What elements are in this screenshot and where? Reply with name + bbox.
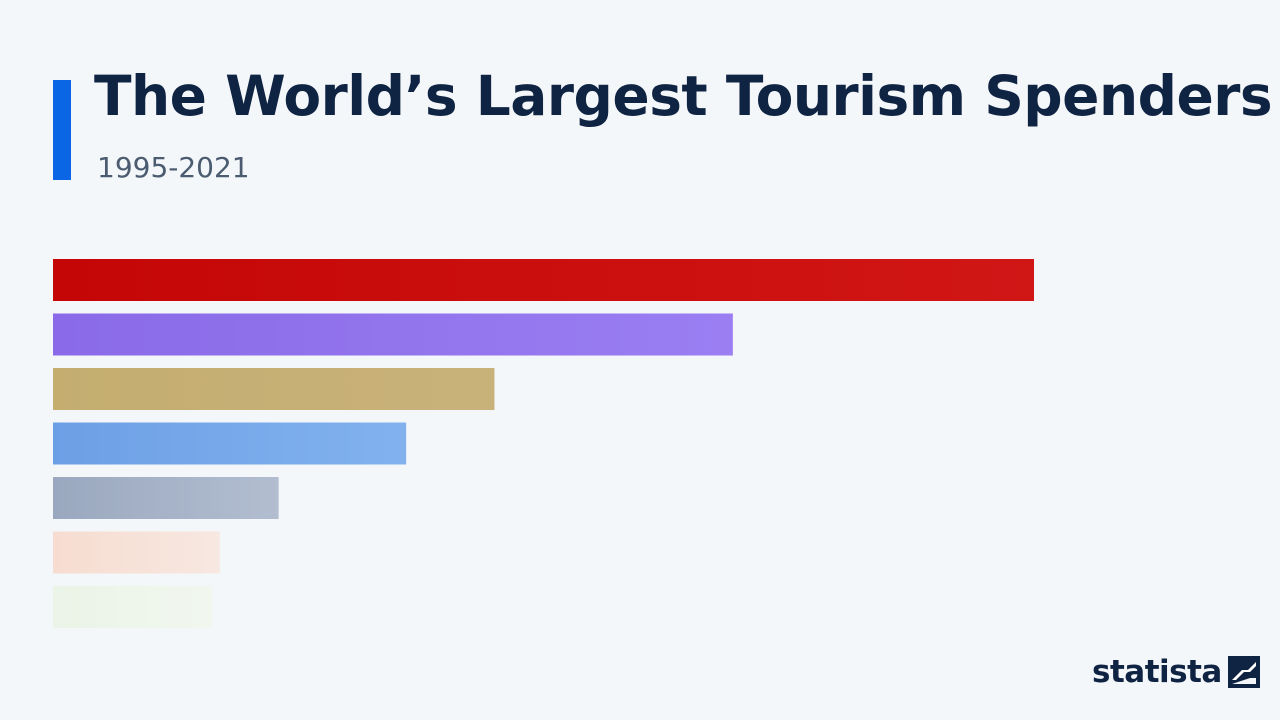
bar-4 (53, 422, 407, 465)
bar-7 (53, 586, 212, 628)
brand-name: statista (1092, 654, 1222, 690)
statista-logo-icon (1227, 656, 1260, 688)
bar-3 (53, 368, 495, 410)
bar-2 (53, 313, 733, 356)
bar-6 (53, 531, 220, 574)
chart-title: The World’s Largest Tourism Spenders (94, 64, 1273, 128)
bar-5 (53, 477, 279, 519)
title-accent-bar (53, 80, 71, 180)
bars-group (53, 259, 1034, 628)
statista-brand[interactable]: statista (1092, 652, 1260, 692)
bar-1 (53, 259, 1034, 301)
chart-subtitle: 1995-2021 (97, 151, 250, 184)
